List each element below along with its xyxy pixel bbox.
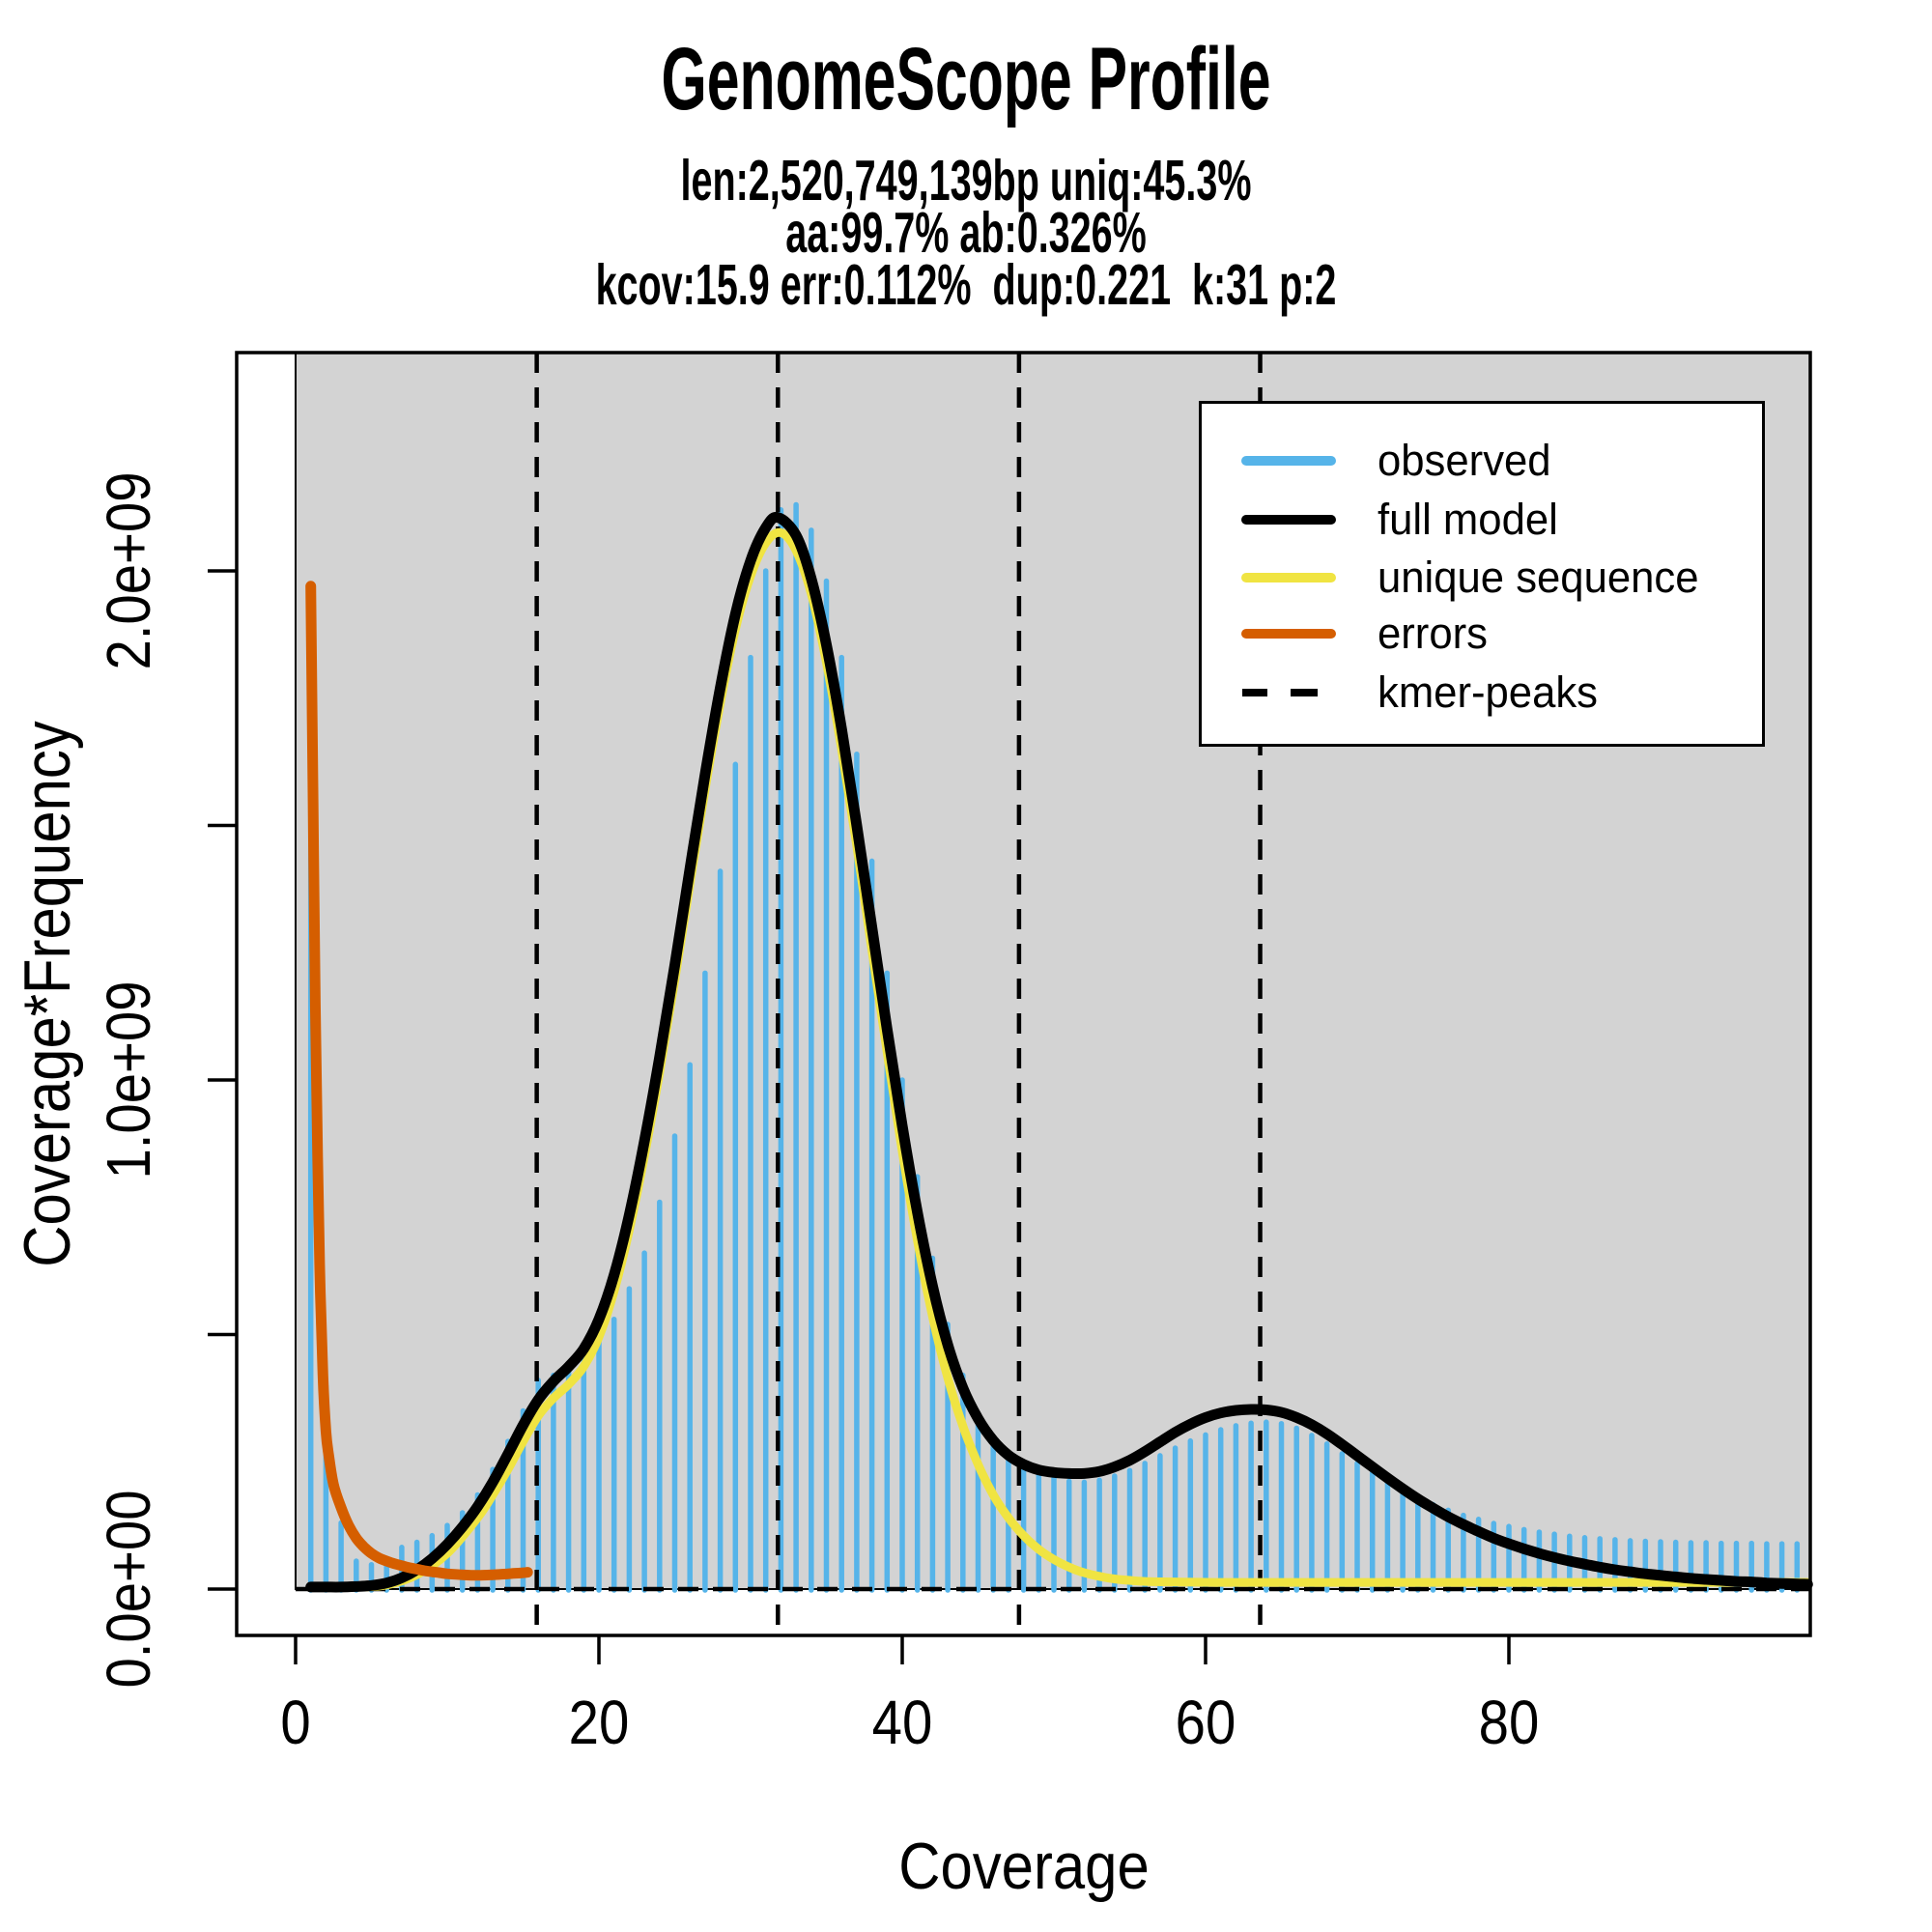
subtitle-line-2: aa:99.7% ab:0.326%: [785, 201, 1147, 265]
svg-text:40: 40: [872, 1688, 933, 1757]
subtitle-line-1: len:2,520,749,139bp uniq:45.3%: [680, 149, 1252, 213]
svg-text:2.0e+09: 2.0e+09: [94, 471, 163, 669]
legend: observed full model unique sequence errors k…: [1199, 401, 1765, 747]
svg-text:0: 0: [280, 1688, 310, 1757]
legend-item-unique-sequence: unique sequence: [1241, 555, 1709, 600]
x-axis: 0 20 40 60 80: [280, 1635, 1539, 1757]
full-model-line-sample-icon: [1241, 515, 1336, 525]
legend-item-errors: errors: [1241, 611, 1492, 656]
legend-label: full model: [1378, 495, 1558, 544]
chart-title: GenomeScope Profile: [661, 30, 1271, 128]
subtitle-line-3: kcov:15.9 err:0.112% dup:0.221 k:31 p:2: [595, 253, 1337, 317]
observed-line-sample-icon: [1241, 456, 1336, 466]
plot-box: [235, 351, 1812, 1637]
svg-text:80: 80: [1479, 1688, 1540, 1757]
legend-item-kmer-peaks: kmer-peaks: [1241, 670, 1605, 715]
y-axis: 0.0e+00 1.0e+09 2.0e+09: [94, 471, 237, 1689]
x-axis-label: Coverage: [898, 1829, 1149, 1902]
svg-text:1.0e+09: 1.0e+09: [94, 980, 163, 1179]
legend-label: kmer-peaks: [1378, 668, 1599, 717]
kmer-peaks-dash-sample-icon: [1241, 688, 1336, 697]
legend-label: errors: [1378, 609, 1488, 658]
legend-label: observed: [1378, 436, 1551, 485]
errors-line-sample-icon: [1241, 629, 1336, 639]
legend-item-full-model: full model: [1241, 497, 1564, 542]
svg-text:20: 20: [569, 1688, 630, 1757]
errors-curve: [305, 581, 533, 1581]
legend-label: unique sequence: [1378, 553, 1699, 602]
full-model-curve: [305, 511, 1813, 1593]
chart-subtitle: len:2,520,749,139bp uniq:45.3% aa:99.7% …: [0, 149, 1932, 317]
legend-item-observed: observed: [1241, 439, 1556, 483]
unique-sequence-line-sample-icon: [1241, 573, 1336, 582]
svg-text:0.0e+00: 0.0e+00: [94, 1490, 163, 1688]
svg-text:60: 60: [1176, 1688, 1236, 1757]
y-axis-label: Coverage*Frequency: [10, 721, 83, 1266]
